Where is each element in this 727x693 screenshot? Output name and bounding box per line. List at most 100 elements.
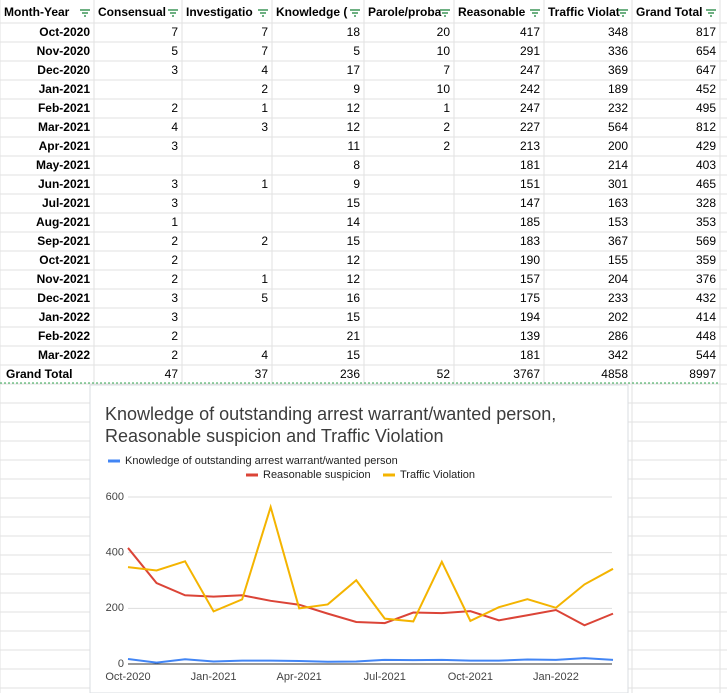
chart-title: Knowledge of outstanding arrest warrant/… [105,404,557,446]
header-cell: Parole/proba [368,5,442,19]
cell: 189 [608,82,628,96]
row-label: Dec-2020 [37,63,90,77]
header-cell: Investigatio [186,5,253,19]
x-tick-label: Jul-2021 [364,671,406,683]
cell: 15 [347,234,361,248]
cell: 817 [696,25,716,39]
filter-icon [80,9,90,17]
cell: 233 [608,291,628,305]
filter-icon [258,9,268,17]
cell: 359 [696,253,716,267]
row-label: Jun-2021 [38,177,90,191]
cell: 2 [171,272,178,286]
cell: 204 [608,272,628,286]
chart-box [89,384,629,693]
row-label: Feb-2022 [38,329,90,343]
cell: 544 [696,348,716,362]
cell: 2 [171,329,178,343]
cell: 5 [261,291,268,305]
row-label: May-2021 [36,158,90,172]
cell: 301 [608,177,628,191]
cell: 1 [261,177,268,191]
cell: 10 [437,44,451,58]
cell: 202 [608,310,628,324]
header-cell: Traffic Violat [548,5,620,19]
cell: 12 [347,120,361,134]
cell: 227 [520,120,540,134]
cell: 3767 [513,367,540,381]
cell: 286 [608,329,628,343]
row-label: Dec-2021 [37,291,90,305]
y-tick-label: 600 [106,491,124,503]
header-cell: Knowledge ( [276,5,347,19]
cell: 342 [608,348,628,362]
cell: 348 [608,25,628,39]
row-label: Mar-2022 [38,348,90,362]
x-tick-label: Jan-2022 [533,671,579,683]
cell: 353 [696,215,716,229]
cell: 151 [520,177,540,191]
cell: 175 [520,291,540,305]
cell: 429 [696,139,716,153]
cell: 647 [696,63,716,77]
y-tick-label: 0 [118,658,124,670]
cell: 414 [696,310,716,324]
cell: 465 [696,177,716,191]
cell: 376 [696,272,716,286]
cell: 147 [520,196,540,210]
cell: 12 [347,253,361,267]
cell: 2 [443,139,450,153]
filter-icon [350,9,360,17]
cell: 16 [347,291,361,305]
cell: 1 [261,101,268,115]
cell: 9 [353,177,360,191]
filter-icon [440,9,450,17]
cell: 3 [171,291,178,305]
legend-label: Traffic Violation [400,469,475,481]
cell: 2 [171,234,178,248]
cell: 495 [696,101,716,115]
cell: 181 [520,158,540,172]
cell: 2 [171,101,178,115]
header-cell: Month-Year [4,5,70,19]
y-tick-label: 200 [106,602,124,614]
cell: 3 [171,310,178,324]
cell: 432 [696,291,716,305]
cell: 3 [171,139,178,153]
cell: 3 [171,63,178,77]
cell: 4858 [601,367,628,381]
cell: 4 [261,348,268,362]
row-label: Jul-2021 [42,196,90,210]
row-label: Nov-2021 [37,272,91,286]
row-label: Nov-2020 [37,44,91,58]
cell: 417 [520,25,540,39]
cell: 7 [261,44,268,58]
cell: 11 [348,139,361,153]
row-label: Feb-2021 [38,101,90,115]
cell: 367 [608,234,628,248]
cell: 448 [696,329,716,343]
cell: 10 [437,82,451,96]
cell: 200 [608,139,628,153]
row-label: Oct-2021 [39,253,90,267]
cell: 15 [347,348,361,362]
cell: 9 [353,82,360,96]
series-line [127,657,614,664]
cell: 163 [608,196,628,210]
cell: 8997 [689,367,716,381]
row-label: Sep-2021 [37,234,90,248]
header-cell: Grand Total [636,5,702,19]
filter-icon [618,9,628,17]
cell: 291 [520,44,540,58]
cell: 247 [520,63,540,77]
cell: 2 [261,82,268,96]
cell: 403 [696,158,716,172]
filter-icon [706,9,716,17]
filter-icon [168,9,178,17]
cell: 2 [171,348,178,362]
row-label: Mar-2021 [38,120,90,134]
cell: 4 [261,63,268,77]
cell: 17 [347,63,361,77]
cell: 328 [696,196,716,210]
row-label: Jan-2022 [39,310,91,324]
